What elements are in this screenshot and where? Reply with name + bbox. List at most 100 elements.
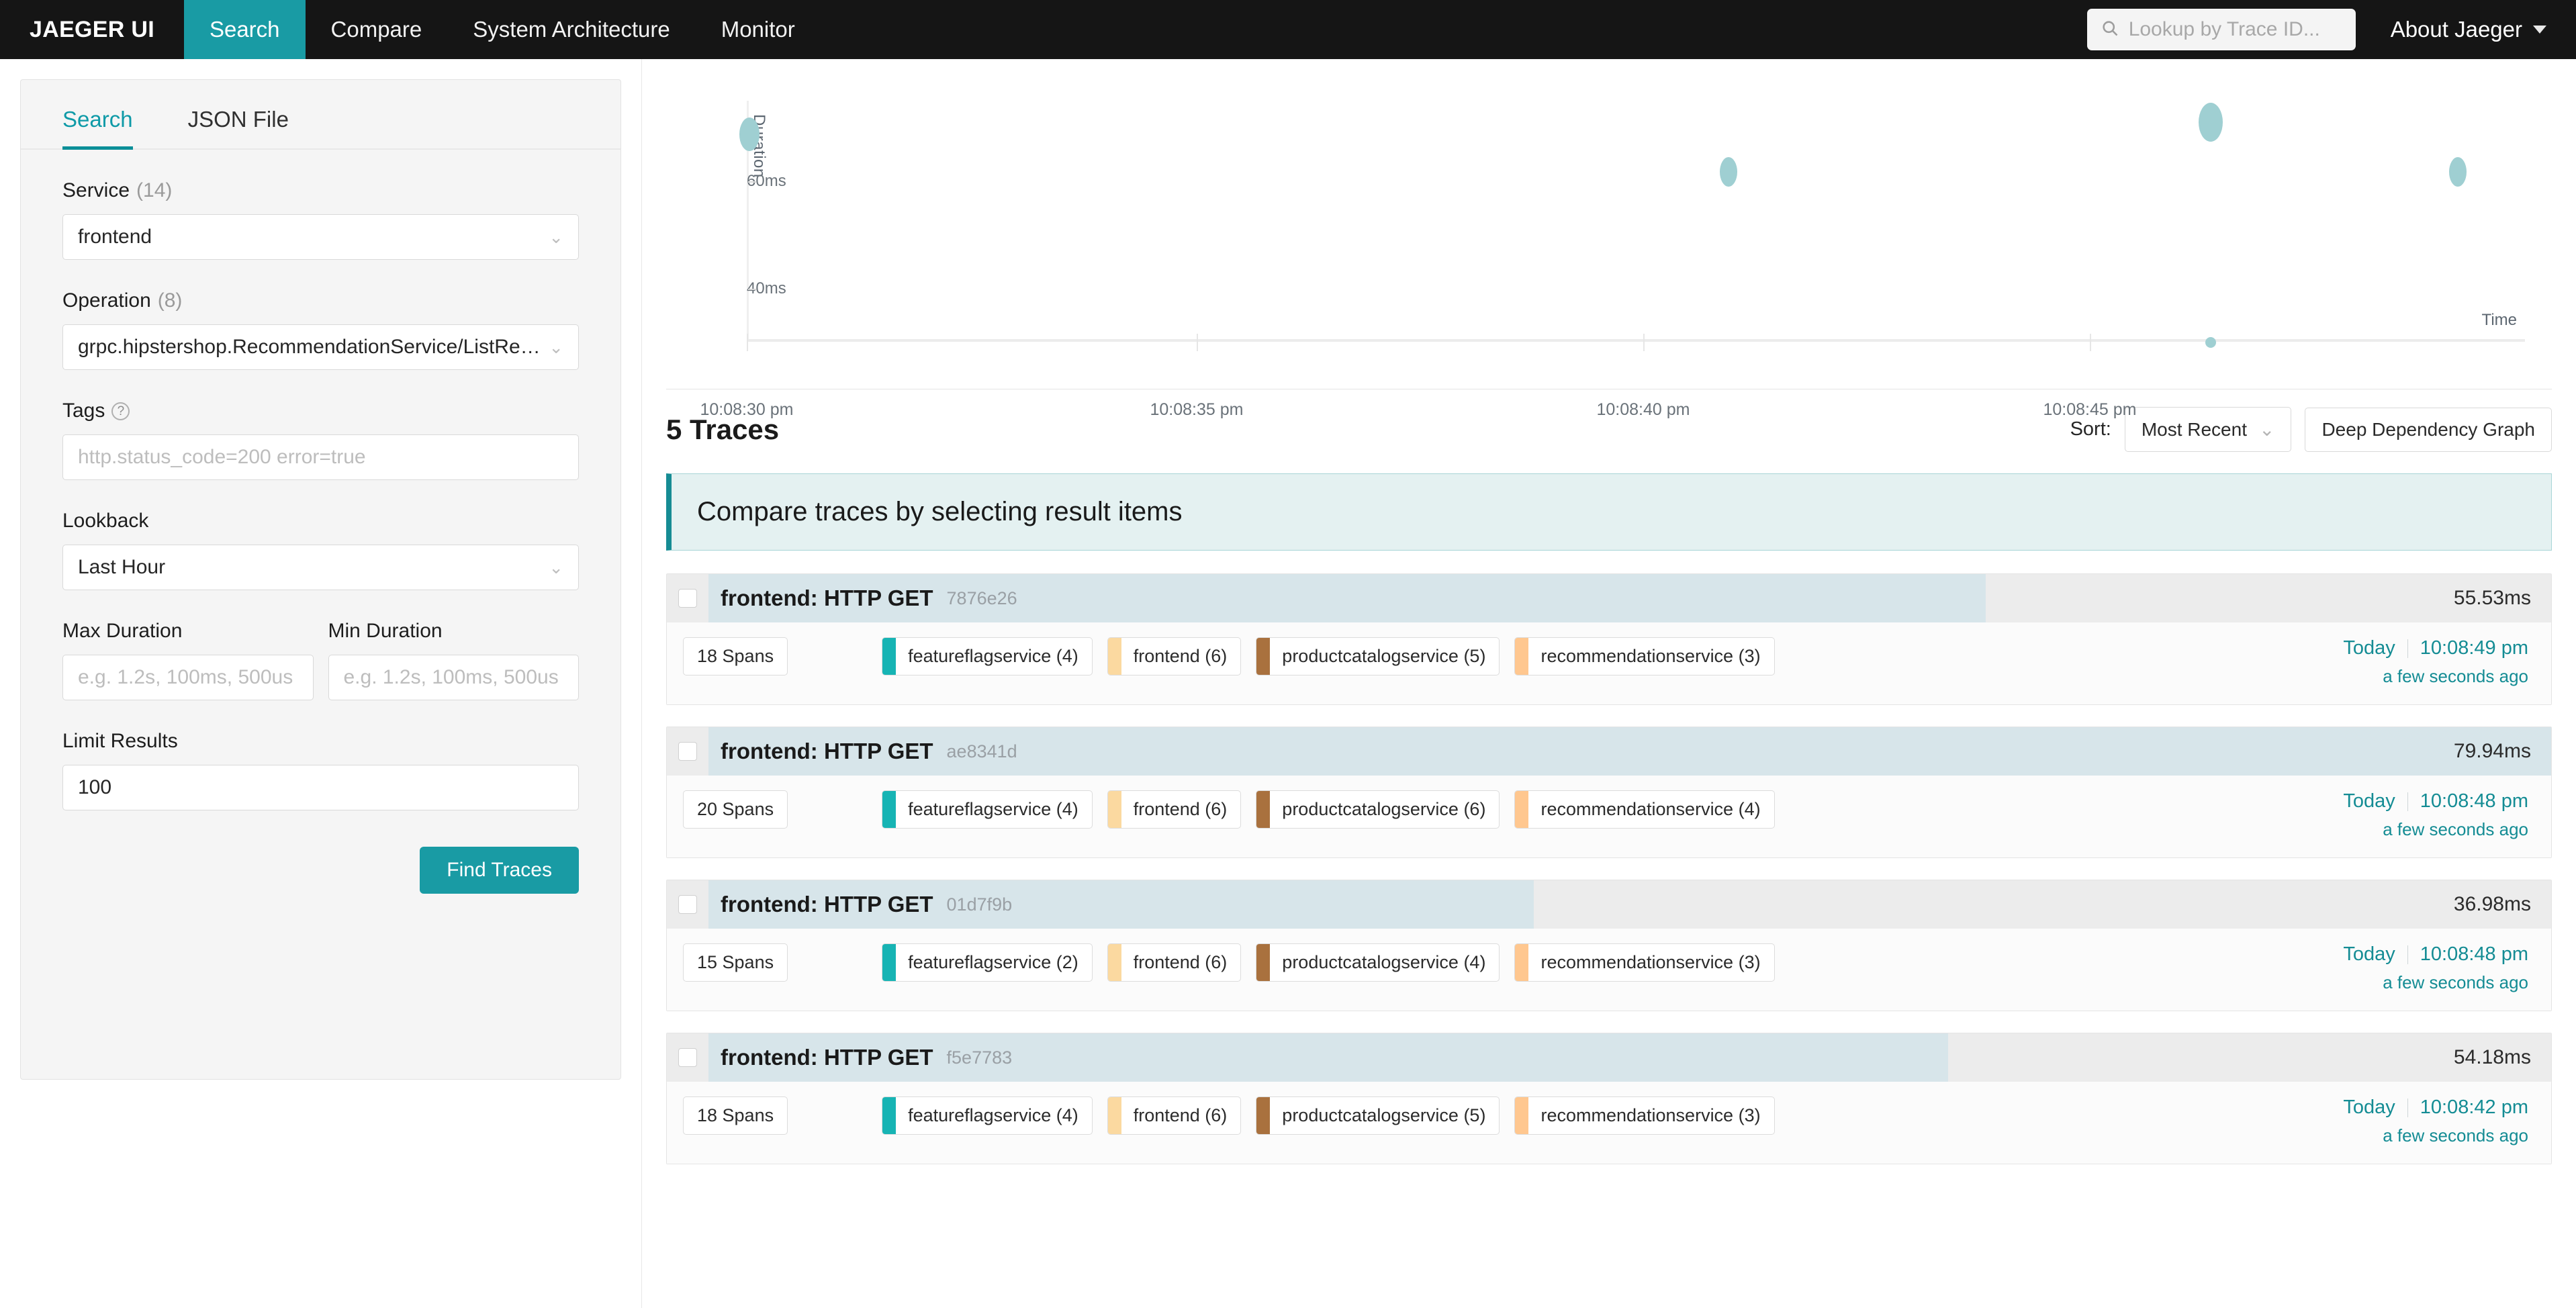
trace-id: 7876e26 bbox=[946, 588, 1017, 608]
service-tag: productcatalogservice (4) bbox=[1256, 943, 1500, 982]
trace-time: 10:08:49 pm bbox=[2420, 637, 2528, 659]
trace-select-checkbox-cell[interactable] bbox=[667, 727, 708, 776]
trace-select-checkbox-cell[interactable] bbox=[667, 1033, 708, 1082]
max-duration-input[interactable]: e.g. 1.2s, 100ms, 500us bbox=[62, 655, 314, 700]
scatter-point[interactable] bbox=[2205, 337, 2216, 348]
trace-select-checkbox[interactable] bbox=[678, 742, 697, 761]
search-form-panel: Search JSON File Service (14) frontend ⌄… bbox=[20, 79, 621, 1080]
trace-relative-time: a few seconds ago bbox=[2383, 819, 2528, 839]
trace-title[interactable]: frontend: HTTP GET 01d7f9b bbox=[708, 880, 1012, 929]
service-tag: featureflagservice (4) bbox=[882, 1096, 1093, 1135]
help-icon[interactable]: ? bbox=[111, 402, 130, 420]
trace-title[interactable]: frontend: HTTP GET 7876e26 bbox=[708, 574, 1017, 622]
trace-header[interactable]: frontend: HTTP GET f5e7783 54.18ms bbox=[667, 1033, 2551, 1082]
trace-title[interactable]: frontend: HTTP GET ae8341d bbox=[708, 727, 1017, 776]
service-tag: frontend (6) bbox=[1107, 943, 1242, 982]
span-count-badge: 18 Spans bbox=[683, 1096, 788, 1135]
trace-select-checkbox-cell[interactable] bbox=[667, 574, 708, 622]
trace-id-lookup-placeholder: Lookup by Trace ID... bbox=[2128, 18, 2320, 40]
trace-header[interactable]: frontend: HTTP GET 7876e26 55.53ms bbox=[667, 574, 2551, 622]
trace-header[interactable]: frontend: HTTP GET ae8341d 79.94ms bbox=[667, 727, 2551, 776]
trace-select-checkbox[interactable] bbox=[678, 589, 697, 608]
service-color-swatch bbox=[1256, 638, 1271, 675]
app-brand[interactable]: JAEGER UI bbox=[30, 16, 154, 42]
service-tag: featureflagservice (4) bbox=[882, 790, 1093, 829]
service-color-swatch bbox=[1107, 791, 1121, 828]
service-tag-list: featureflagservice (4) frontend (6) prod… bbox=[882, 790, 1775, 829]
service-color-swatch bbox=[1256, 791, 1271, 828]
table-row[interactable]: frontend: HTTP GET ae8341d 79.94ms 20 Sp… bbox=[666, 727, 2552, 858]
trace-header[interactable]: frontend: HTTP GET 01d7f9b 36.98ms bbox=[667, 880, 2551, 929]
nav-item-compare[interactable]: Compare bbox=[330, 17, 422, 42]
trace-time-column: Today 10:08:49 pm a few seconds ago bbox=[2343, 637, 2531, 687]
scatter-point[interactable] bbox=[2449, 157, 2467, 187]
service-color-swatch bbox=[882, 791, 896, 828]
nav-item-system-architecture[interactable]: System Architecture bbox=[473, 17, 670, 42]
span-count-badge: 20 Spans bbox=[683, 790, 788, 829]
lookback-select[interactable]: Last Hour ⌄ bbox=[62, 545, 579, 590]
trace-relative-time: a few seconds ago bbox=[2383, 666, 2528, 686]
service-tag-label: productcatalogservice (4) bbox=[1282, 952, 1486, 972]
scatter-point[interactable] bbox=[739, 118, 760, 151]
trace-title[interactable]: frontend: HTTP GET f5e7783 bbox=[708, 1033, 1012, 1082]
tab-search[interactable]: Search bbox=[62, 80, 133, 150]
service-color-swatch bbox=[882, 638, 896, 675]
service-select[interactable]: frontend ⌄ bbox=[62, 214, 579, 260]
sort-select[interactable]: Most Recent ⌄ bbox=[2124, 407, 2292, 452]
table-row[interactable]: frontend: HTTP GET f5e7783 54.18ms 18 Sp… bbox=[666, 1033, 2552, 1164]
trace-time-column: Today 10:08:42 pm a few seconds ago bbox=[2343, 1096, 2531, 1146]
trace-time: 10:08:48 pm bbox=[2420, 790, 2528, 812]
min-duration-input[interactable]: e.g. 1.2s, 100ms, 500us bbox=[328, 655, 579, 700]
x-axis-tick-mark bbox=[2090, 334, 2091, 351]
max-duration-field: Max Duration e.g. 1.2s, 100ms, 500us bbox=[62, 620, 314, 700]
scatter-point[interactable] bbox=[2199, 103, 2223, 142]
service-tag: recommendationservice (3) bbox=[1514, 943, 1775, 982]
operation-count: (8) bbox=[157, 289, 183, 312]
trace-select-checkbox-cell[interactable] bbox=[667, 880, 708, 929]
service-label: Service bbox=[62, 179, 130, 201]
top-navbar: JAEGER UI Search Compare System Architec… bbox=[0, 0, 2576, 59]
trace-timestamp-row: Today 10:08:48 pm bbox=[2343, 790, 2528, 812]
trace-name: frontend: HTTP GET bbox=[721, 739, 933, 763]
limit-results-input[interactable]: 100 bbox=[62, 765, 579, 810]
about-jaeger-menu[interactable]: About Jaeger bbox=[2391, 17, 2546, 42]
trace-day: Today bbox=[2343, 790, 2395, 812]
trace-select-checkbox[interactable] bbox=[678, 895, 697, 914]
table-row[interactable]: frontend: HTTP GET 7876e26 55.53ms 18 Sp… bbox=[666, 573, 2552, 705]
chevron-down-icon: ⌄ bbox=[549, 226, 563, 247]
page-body: Search JSON File Service (14) frontend ⌄… bbox=[0, 59, 2576, 1308]
trace-body: 15 Spans featureflagservice (2) frontend… bbox=[667, 929, 2551, 1011]
service-tag: frontend (6) bbox=[1107, 1096, 1242, 1135]
service-tag: frontend (6) bbox=[1107, 637, 1242, 675]
lookback-select-value: Last Hour bbox=[78, 556, 166, 578]
limit-results-label-row: Limit Results bbox=[62, 730, 579, 753]
service-tag-label: featureflagservice (4) bbox=[908, 1105, 1078, 1125]
x-axis-tick-mark bbox=[747, 334, 748, 351]
y-axis-tick: 40ms bbox=[747, 279, 786, 297]
trace-timestamp-row: Today 10:08:49 pm bbox=[2343, 637, 2528, 659]
search-icon bbox=[2101, 19, 2119, 41]
table-row[interactable]: frontend: HTTP GET 01d7f9b 36.98ms 15 Sp… bbox=[666, 880, 2552, 1011]
lookback-label: Lookback bbox=[62, 510, 149, 532]
trace-body: 18 Spans featureflagservice (4) frontend… bbox=[667, 622, 2551, 704]
min-duration-label: Min Duration bbox=[328, 620, 443, 642]
trace-select-checkbox[interactable] bbox=[678, 1048, 697, 1067]
trace-duration: 55.53ms bbox=[2453, 587, 2531, 609]
nav-item-monitor[interactable]: Monitor bbox=[721, 17, 795, 42]
tags-input[interactable]: http.status_code=200 error=true bbox=[62, 434, 579, 480]
chevron-down-icon: ⌄ bbox=[2258, 419, 2275, 440]
trace-id: ae8341d bbox=[946, 741, 1017, 761]
max-duration-label: Max Duration bbox=[62, 620, 183, 642]
find-traces-button[interactable]: Find Traces bbox=[420, 847, 579, 894]
scatter-point[interactable] bbox=[1720, 157, 1737, 187]
service-tag: recommendationservice (3) bbox=[1514, 637, 1775, 675]
duration-scatter-plot[interactable]: Duration Time 60ms 40ms 10:08:30 pm 10:0… bbox=[666, 74, 2552, 419]
nav-item-search[interactable]: Search bbox=[183, 0, 306, 59]
service-tag: featureflagservice (4) bbox=[882, 637, 1093, 675]
trace-id-lookup-input[interactable]: Lookup by Trace ID... bbox=[2086, 9, 2356, 50]
service-tag: productcatalogservice (6) bbox=[1256, 790, 1500, 829]
tab-json-file[interactable]: JSON File bbox=[187, 107, 289, 132]
deep-dependency-graph-button[interactable]: Deep Dependency Graph bbox=[2305, 407, 2552, 452]
results-content: Duration Time 60ms 40ms 10:08:30 pm 10:0… bbox=[641, 59, 2576, 1308]
operation-select[interactable]: grpc.hipstershop.RecommendationService/L… bbox=[62, 324, 579, 370]
